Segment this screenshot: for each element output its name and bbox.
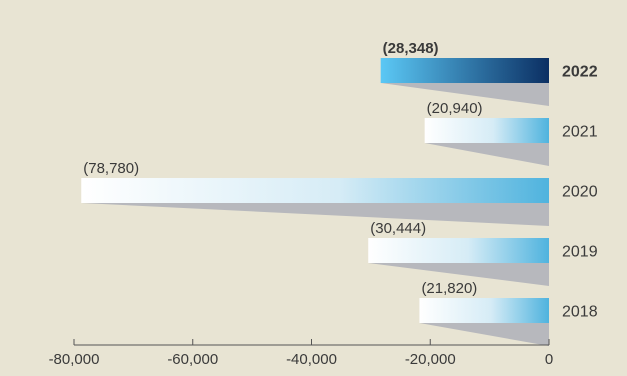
bar-2018 (419, 298, 549, 323)
data-label-2020: (78,780) (83, 160, 139, 177)
data-label-2022: (28,348) (383, 40, 439, 57)
bar-shadow-2018 (419, 323, 549, 346)
x-tick-label: -20,000 (405, 351, 456, 368)
bar-2021 (424, 118, 549, 143)
category-label-2021: 2021 (562, 124, 598, 141)
category-label-2022: 2022 (562, 64, 598, 81)
bar-2022 (380, 58, 549, 83)
category-label-2018: 2018 (562, 304, 598, 321)
bar-shadow-2022 (380, 83, 549, 106)
data-label-2019: (30,444) (370, 220, 426, 237)
data-label-2021: (20,940) (427, 100, 483, 117)
bar-shadow-2020 (81, 203, 550, 226)
x-axis: -80,000 -60,000 -40,000 -20,000 0 (49, 339, 553, 368)
x-tick-label: 0 (545, 351, 553, 368)
x-tick-label: -40,000 (286, 351, 337, 368)
bars-group: (28,348) 2022 (20,940) 2021 (78,780) 2020 (30,… (81, 40, 598, 346)
data-label-2018: (21,820) (421, 280, 477, 297)
bar-shadow-2019 (368, 263, 549, 286)
x-tick-label: -80,000 (49, 351, 100, 368)
bar-2020 (81, 178, 550, 203)
category-label-2020: 2020 (562, 184, 598, 201)
bar-2019 (368, 238, 549, 263)
category-label-2019: 2019 (562, 244, 598, 261)
bar-shadow-2021 (424, 143, 549, 166)
x-tick-label: -60,000 (167, 351, 218, 368)
